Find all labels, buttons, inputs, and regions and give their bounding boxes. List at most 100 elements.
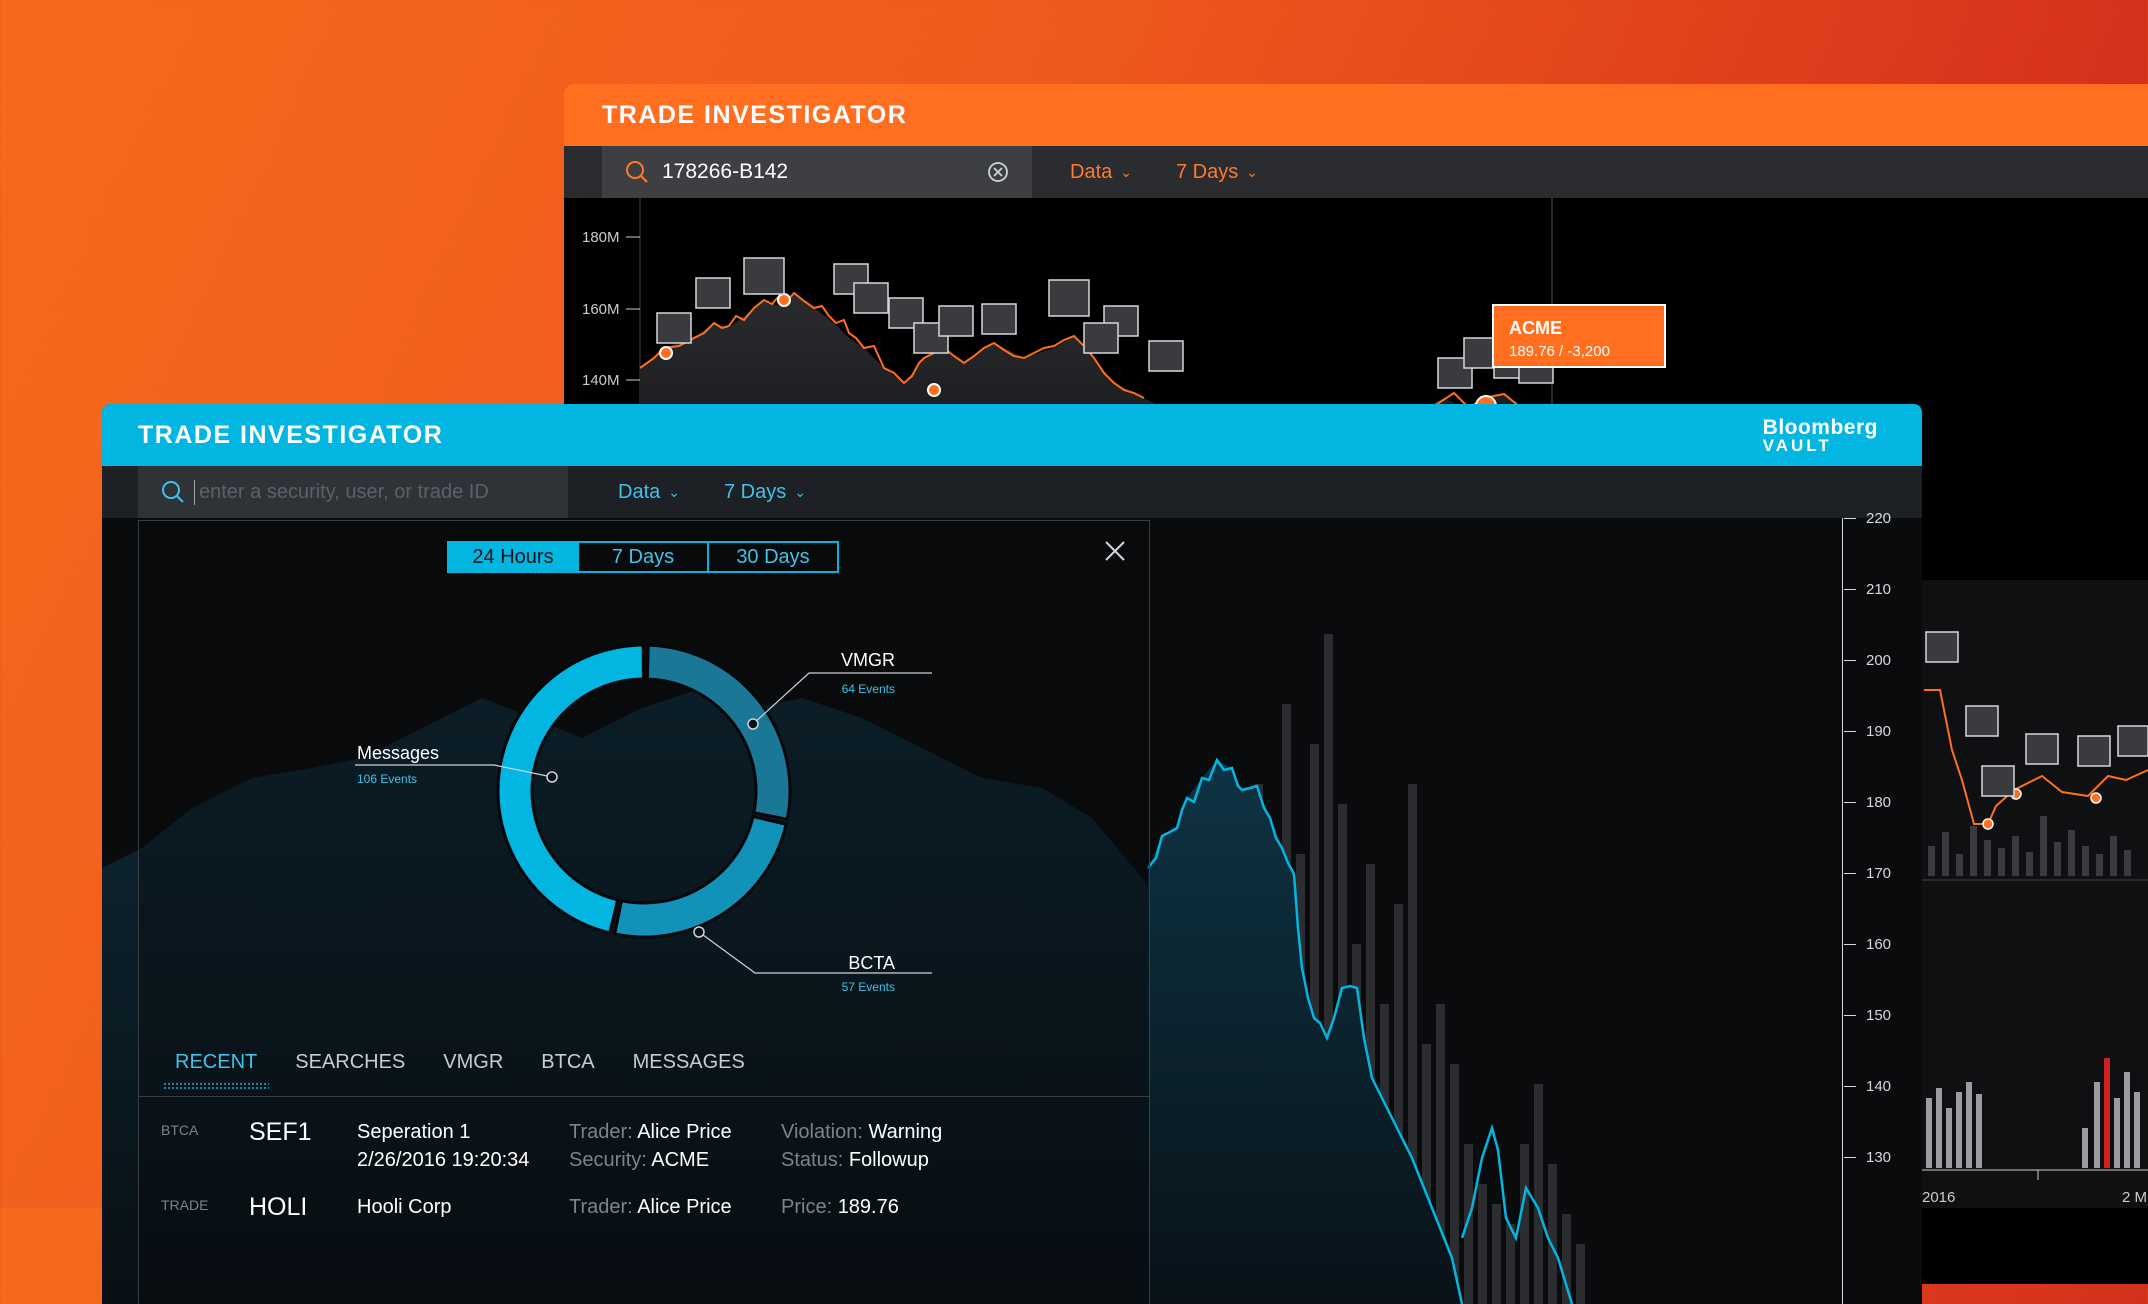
strip-volume-bar (1976, 1094, 1982, 1168)
trader-value: Alice Price (637, 1196, 732, 1218)
item-type: TRADE (161, 1197, 209, 1213)
twitter-icon[interactable] (743, 257, 785, 295)
volume-bar (1562, 1214, 1571, 1304)
strip-bar (2026, 852, 2033, 876)
twitter-icon[interactable] (1148, 340, 1184, 372)
violation-value: Warning (868, 1121, 943, 1143)
strip-bar (2040, 816, 2047, 876)
strip-volume-bar (2082, 1128, 2088, 1168)
item-id: SEF1 (249, 1118, 312, 1146)
security-label: Security: (569, 1149, 647, 1171)
strip-bar (2068, 830, 2075, 876)
tab-messages[interactable]: MESSAGES (632, 1051, 745, 1073)
back-toolbar: 178266-B142 Data ⌄ 7 Days ⌄ (564, 146, 2148, 198)
range-tab-30-days[interactable]: 30 Days (707, 543, 837, 571)
tab-searches[interactable]: SEARCHES (295, 1051, 406, 1073)
tab-btca[interactable]: BTCA (541, 1051, 595, 1073)
logo-line1: Bloomberg (1762, 416, 1878, 439)
twitter-icon[interactable] (2117, 725, 2148, 757)
slice-count-bcta: 57 Events (842, 980, 895, 994)
twitter-icon[interactable] (1083, 322, 1119, 354)
list-item[interactable]: BTCA SEF1 Seperation 1 2/26/2016 19:20:3… (161, 1118, 1001, 1174)
close-icon[interactable] (1103, 539, 1127, 563)
twitter-icon[interactable] (1437, 357, 1473, 389)
back-data-dropdown[interactable]: Data ⌄ (1070, 161, 1132, 184)
tab-vmgr[interactable]: VMGR (443, 1051, 504, 1073)
tabs-divider (139, 1096, 1149, 1097)
security-value: ACME (651, 1149, 710, 1171)
twitter-icon[interactable] (2025, 733, 2059, 765)
front-data-dropdown[interactable]: Data ⌄ (618, 481, 680, 504)
news-icon[interactable] (656, 312, 692, 344)
chevron-down-icon: ⌄ (1120, 163, 1132, 180)
back-app-title: TRADE INVESTIGATOR (602, 100, 908, 129)
strip-bar (2110, 836, 2117, 876)
twitter-icon[interactable] (853, 282, 889, 314)
news-icon[interactable] (888, 297, 924, 329)
donut-slices (496, 643, 792, 939)
donut-slice-vmgr[interactable] (645, 643, 792, 822)
strip-volume-bar (2114, 1098, 2120, 1168)
back-range-dropdown[interactable]: 7 Days ⌄ (1176, 161, 1258, 184)
volume-bar (1394, 904, 1403, 1304)
strip-volume-bar (1956, 1092, 1962, 1168)
twitter-icon[interactable] (981, 303, 1017, 335)
volume-bar (1408, 784, 1417, 1304)
back-search-box[interactable]: 178266-B142 (602, 146, 1032, 198)
item-status: Violation: Warning Status: Followup (781, 1118, 1001, 1174)
strip-volume-bar (1946, 1108, 1952, 1168)
right-strip-volume (1926, 1058, 2140, 1168)
twitter-icon[interactable] (1925, 631, 1959, 663)
y-tick: 200 (1844, 652, 1891, 669)
label-messages: Messages 106 Events (355, 743, 558, 786)
range-tab-7-days[interactable]: 7 Days (577, 543, 707, 571)
slice-count-messages: 106 Events (357, 772, 417, 786)
right-strip-bars (1928, 816, 2131, 876)
back-range-label: 7 Days (1175, 160, 1239, 183)
slice-name-bcta: BCTA (848, 953, 895, 973)
strip-bar (2012, 836, 2019, 876)
y-tick: 220 (1844, 510, 1891, 527)
volume-bar (1492, 1204, 1501, 1304)
volume-bar (1478, 1184, 1487, 1304)
news-icon[interactable] (695, 277, 731, 309)
search-icon (626, 161, 648, 183)
strip-bar (1956, 854, 1963, 876)
strip-volume-bar (1966, 1082, 1972, 1168)
back-y-tick: 140M (582, 372, 620, 389)
front-range-dropdown[interactable]: 7 Days ⌄ (724, 481, 806, 504)
donut-slice-messages[interactable] (496, 643, 645, 935)
donut-slice-bcta[interactable] (612, 814, 788, 939)
back-search-value[interactable]: 178266-B142 (662, 160, 789, 183)
news-icon[interactable] (2077, 735, 2111, 767)
x-tick: 2 M (2122, 1189, 2147, 1206)
twitter-icon[interactable] (1965, 705, 1999, 737)
item-name: Seperation 1 (357, 1121, 471, 1143)
front-search-box[interactable] (138, 466, 568, 518)
back-price-line (639, 291, 1145, 399)
logo-line2: VAULT (1762, 435, 1832, 455)
front-window: TRADE INVESTIGATOR Bloomberg VAULT Data … (102, 404, 1922, 1304)
blurred-area (102, 688, 1248, 1304)
news-icon[interactable] (1981, 765, 2015, 797)
twitter-icon[interactable] (1048, 279, 1090, 317)
strip-volume-bar (2094, 1082, 2100, 1168)
back-y-axis: 180M 160M 140M (582, 198, 641, 498)
search-input[interactable] (194, 479, 561, 505)
chevron-down-icon: ⌄ (1246, 163, 1258, 180)
strip-bar (1942, 832, 1949, 876)
y-tick: 130 (1844, 1149, 1891, 1166)
y-tick: 180 (1844, 794, 1891, 811)
y-tick: 150 (1844, 1007, 1891, 1024)
strip-volume-bar (1926, 1098, 1932, 1168)
item-type: BTCA (161, 1122, 199, 1138)
back-data-label: Data (1070, 160, 1113, 183)
front-header: TRADE INVESTIGATOR Bloomberg VAULT (102, 404, 1922, 466)
strip-bar (1984, 840, 1991, 876)
clear-icon[interactable] (986, 160, 1010, 184)
tab-recent[interactable]: RECENT (162, 1051, 270, 1090)
right-strip-line (1924, 689, 2148, 825)
label-vmgr: VMGR 64 Events (747, 650, 932, 730)
news-icon[interactable] (938, 305, 974, 337)
range-tab-24-hours[interactable]: 24 Hours (449, 543, 577, 571)
